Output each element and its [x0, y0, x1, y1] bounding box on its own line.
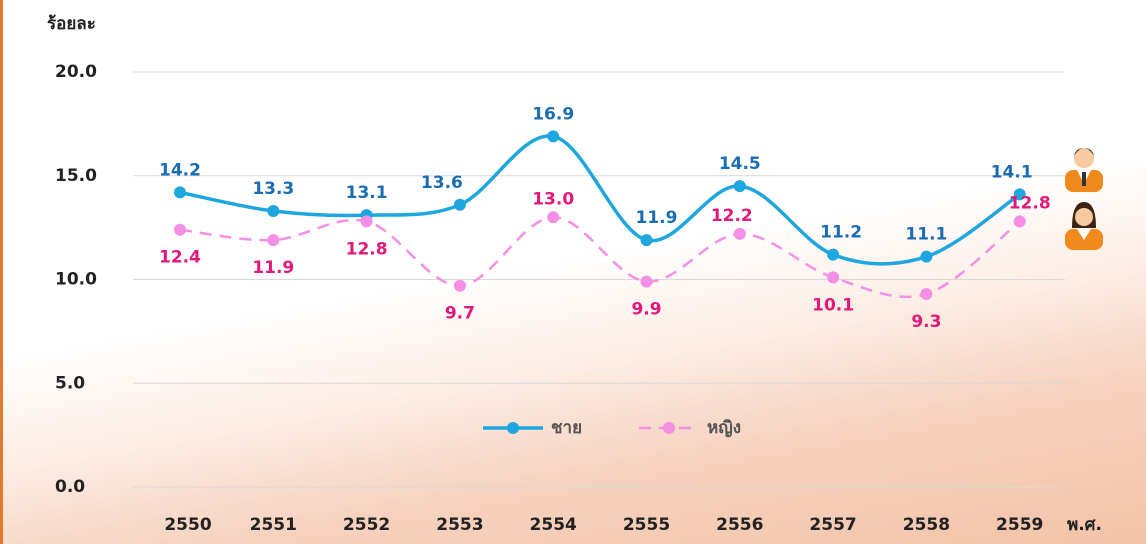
value-label: 13.6	[421, 173, 463, 193]
data-point	[920, 288, 932, 300]
x-tick-label: 2559	[996, 515, 1043, 535]
data-point	[454, 199, 466, 211]
value-label: 10.1	[812, 295, 854, 315]
x-tick-label: 2550	[164, 515, 211, 535]
grid	[133, 72, 1065, 487]
legend-item: หญิง	[639, 418, 741, 438]
data-point	[267, 234, 279, 246]
value-label: 16.9	[532, 104, 574, 124]
value-label: 12.8	[346, 239, 388, 259]
value-label: 14.2	[159, 160, 201, 180]
value-label: 11.9	[252, 258, 294, 278]
data-point	[920, 251, 932, 263]
data-point	[641, 234, 653, 246]
data-point	[734, 180, 746, 192]
data-point	[1014, 215, 1026, 227]
data-point	[827, 271, 839, 283]
value-label: 11.2	[820, 223, 862, 243]
legend-marker	[663, 422, 675, 434]
chart: ร้อยละ พ.ศ. 0.0 5.0 10.0 15.0 20.0 2550 2551 25…	[3, 0, 1146, 544]
data-point	[174, 224, 186, 236]
legend-marker	[507, 422, 519, 434]
male-icon	[1065, 148, 1103, 192]
series-line	[180, 217, 1020, 297]
value-label: 9.3	[911, 312, 941, 332]
data-point	[547, 211, 559, 223]
value-label: 13.1	[346, 183, 388, 203]
x-axis-title: พ.ศ.	[1067, 515, 1102, 535]
y-tick-label: 0.0	[55, 477, 85, 497]
data-point	[641, 276, 653, 288]
x-tick-label: 2556	[716, 515, 763, 535]
series-line	[180, 136, 1020, 264]
y-tick-label: 10.0	[55, 270, 97, 290]
value-label: 12.8	[1009, 193, 1051, 213]
legend-item: ชาย	[483, 418, 582, 438]
legend-label: ชาย	[551, 418, 582, 438]
data-point	[267, 205, 279, 217]
female-icon	[1065, 202, 1103, 250]
data-point	[547, 130, 559, 142]
value-label: 11.1	[905, 225, 947, 245]
y-tick-label: 5.0	[55, 373, 85, 393]
value-label: 9.7	[445, 304, 475, 324]
series: 14.2 13.3 13.1 13.6 16.9 11.9 14.5 11.2 11.1 14.1	[159, 104, 1033, 264]
x-tick-label: 2554	[530, 515, 577, 535]
data-point	[361, 215, 373, 227]
x-tick-label: 2558	[903, 515, 950, 535]
x-tick-label: 2551	[250, 515, 297, 535]
x-tick-label: 2552	[343, 515, 390, 535]
value-label: 14.1	[991, 162, 1033, 182]
data-point	[827, 249, 839, 261]
y-tick-label: 20.0	[55, 62, 97, 82]
value-label: 14.5	[719, 154, 761, 174]
data-point	[734, 228, 746, 240]
y-axis-title: ร้อยละ	[47, 14, 96, 34]
x-tick-label: 2557	[809, 515, 856, 535]
x-tick-label: 2555	[623, 515, 670, 535]
value-label: 13.0	[532, 189, 574, 209]
value-label: 12.4	[159, 248, 201, 268]
value-label: 12.2	[711, 206, 753, 226]
value-label: 13.3	[252, 179, 294, 199]
value-label: 9.9	[631, 300, 661, 320]
x-tick-label: 2553	[436, 515, 483, 535]
data-point	[174, 186, 186, 198]
data-point	[454, 280, 466, 292]
y-tick-label: 15.0	[55, 166, 97, 186]
value-label: 11.9	[636, 208, 678, 228]
legend-label: หญิง	[707, 418, 741, 438]
page: {"chart_data": {"type": "line", "y_label…	[0, 0, 1146, 544]
